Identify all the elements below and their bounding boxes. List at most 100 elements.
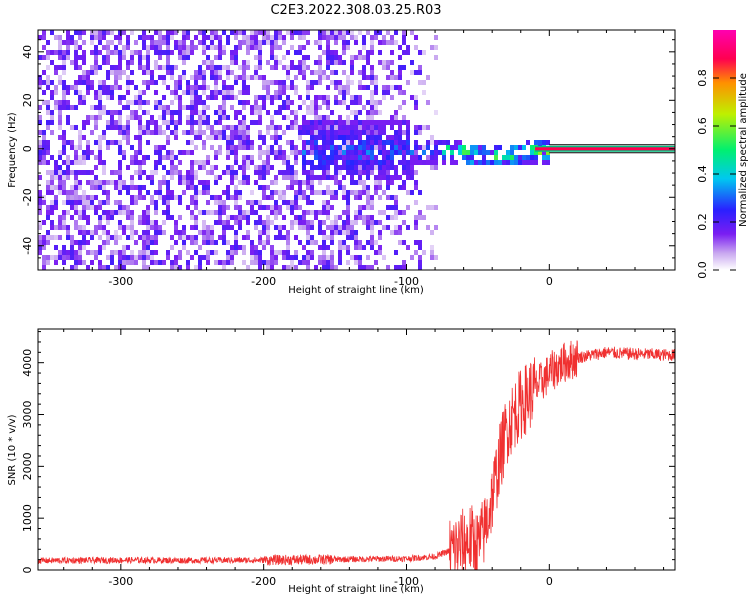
spectrogram-cell <box>482 150 486 155</box>
spectrogram-cell <box>330 60 334 65</box>
spectrogram-cell <box>302 170 306 175</box>
spectrogram-cell <box>342 130 346 135</box>
spectrogram-cell <box>270 145 274 150</box>
spectrogram-cell <box>82 135 86 140</box>
spectrogram-cell <box>346 155 350 160</box>
spectrogram-cell <box>290 125 294 130</box>
spectrogram-cell <box>74 85 78 90</box>
spectrogram-cell <box>342 145 346 150</box>
spectrogram-cell <box>166 185 170 190</box>
spectrogram-cell <box>334 225 338 230</box>
spectrogram-cell <box>418 240 422 245</box>
spectrogram-cell <box>214 35 218 40</box>
spectrogram-cell <box>246 45 250 50</box>
spectrogram-cell <box>262 105 266 110</box>
spectrogram-cell <box>262 185 266 190</box>
spectrogram-cell <box>82 80 86 85</box>
spectrogram-cell <box>298 180 302 185</box>
spectrogram-cell <box>342 160 346 165</box>
spectrogram-cell <box>394 215 398 220</box>
spectrogram-cell <box>298 45 302 50</box>
spectrogram-cell <box>114 65 118 70</box>
spectrogram-cell <box>282 100 286 105</box>
spectrogram-cell <box>322 115 326 120</box>
spectrogram-cell <box>82 120 86 125</box>
spectrogram-cell <box>318 165 322 170</box>
spectrogram-cell <box>174 120 178 125</box>
spectrogram-cell <box>338 150 342 155</box>
spectrogram-cell <box>270 50 274 55</box>
spectrogram-cell <box>358 85 362 90</box>
spectrogram-cell <box>258 165 262 170</box>
spectrogram-cell <box>346 85 350 90</box>
spectrogram-cell <box>434 160 438 165</box>
spectrogram-cell <box>266 35 270 40</box>
spectrogram-cell <box>326 210 330 215</box>
spectrogram-cell <box>510 155 514 160</box>
spectrogram-cell <box>286 170 290 175</box>
spectrogram-cell <box>270 120 274 125</box>
spectrogram-cell <box>66 170 70 175</box>
spectrogram-cell <box>362 70 366 75</box>
spectrogram-cell <box>342 95 346 100</box>
spectrogram-cell <box>146 125 150 130</box>
spectrogram-cell <box>98 265 102 270</box>
spectrogram-cell <box>310 130 314 135</box>
spectrogram-cell <box>266 160 270 165</box>
spectrogram-cell <box>214 65 218 70</box>
spectrogram-cell <box>326 170 330 175</box>
spectrogram-cell <box>70 40 74 45</box>
spectrogram-cell <box>546 155 550 160</box>
spectrogram-cell <box>46 190 50 195</box>
spectrogram-cell <box>58 220 62 225</box>
spectrogram-cell <box>382 95 386 100</box>
spectrogram-cell <box>110 30 114 35</box>
spectrogram-cell <box>202 120 206 125</box>
spectrogram-cell <box>270 55 274 60</box>
spectrogram-cell <box>342 240 346 245</box>
spectrogram-cell <box>218 45 222 50</box>
spectrogram-cell <box>50 185 54 190</box>
spectrogram-cell <box>42 245 46 250</box>
spectrogram-cell <box>258 250 262 255</box>
spectrogram-cell <box>42 70 46 75</box>
spectrogram-cell <box>186 105 190 110</box>
spectrogram-cell <box>214 240 218 245</box>
spectrogram-cell <box>246 130 250 135</box>
spectrogram-cell <box>46 210 50 215</box>
spectrogram-cell <box>186 30 190 35</box>
spectrogram-cell <box>402 65 406 70</box>
spectrogram-cell <box>74 240 78 245</box>
spectrogram-cell <box>258 175 262 180</box>
spectrogram-cell <box>482 155 486 160</box>
spectrogram-cell <box>142 250 146 255</box>
spectrogram-cell <box>258 105 262 110</box>
spectrogram-cell <box>158 155 162 160</box>
spectrogram-cell <box>94 185 98 190</box>
spectrogram-cell <box>350 70 354 75</box>
spectrogram-cell <box>310 160 314 165</box>
spectrogram-cell <box>126 125 130 130</box>
spectrogram-cell <box>290 205 294 210</box>
spectrogram-x-tick-label: -200 <box>251 275 276 288</box>
snr-y-tick-label: 1000 <box>21 504 34 532</box>
spectrogram-cell <box>342 90 346 95</box>
spectrogram-cell <box>94 35 98 40</box>
spectrogram-cell <box>246 160 250 165</box>
spectrogram-cell <box>438 140 442 145</box>
spectrogram-cell <box>98 65 102 70</box>
spectrogram-cell <box>206 135 210 140</box>
spectrogram-cell <box>262 95 266 100</box>
spectrogram-cell <box>386 65 390 70</box>
spectrogram-cell <box>386 60 390 65</box>
spectrogram-cell <box>278 105 282 110</box>
spectrogram-cell <box>138 145 142 150</box>
spectrogram-cell <box>358 170 362 175</box>
spectrogram-cell <box>326 120 330 125</box>
spectrogram-cell <box>234 245 238 250</box>
spectrogram-cell <box>42 265 46 270</box>
spectrogram-cell <box>98 135 102 140</box>
spectrogram-cell <box>382 120 386 125</box>
spectrogram-y-tick-label: 20 <box>21 93 34 107</box>
spectrogram-cell <box>238 165 242 170</box>
